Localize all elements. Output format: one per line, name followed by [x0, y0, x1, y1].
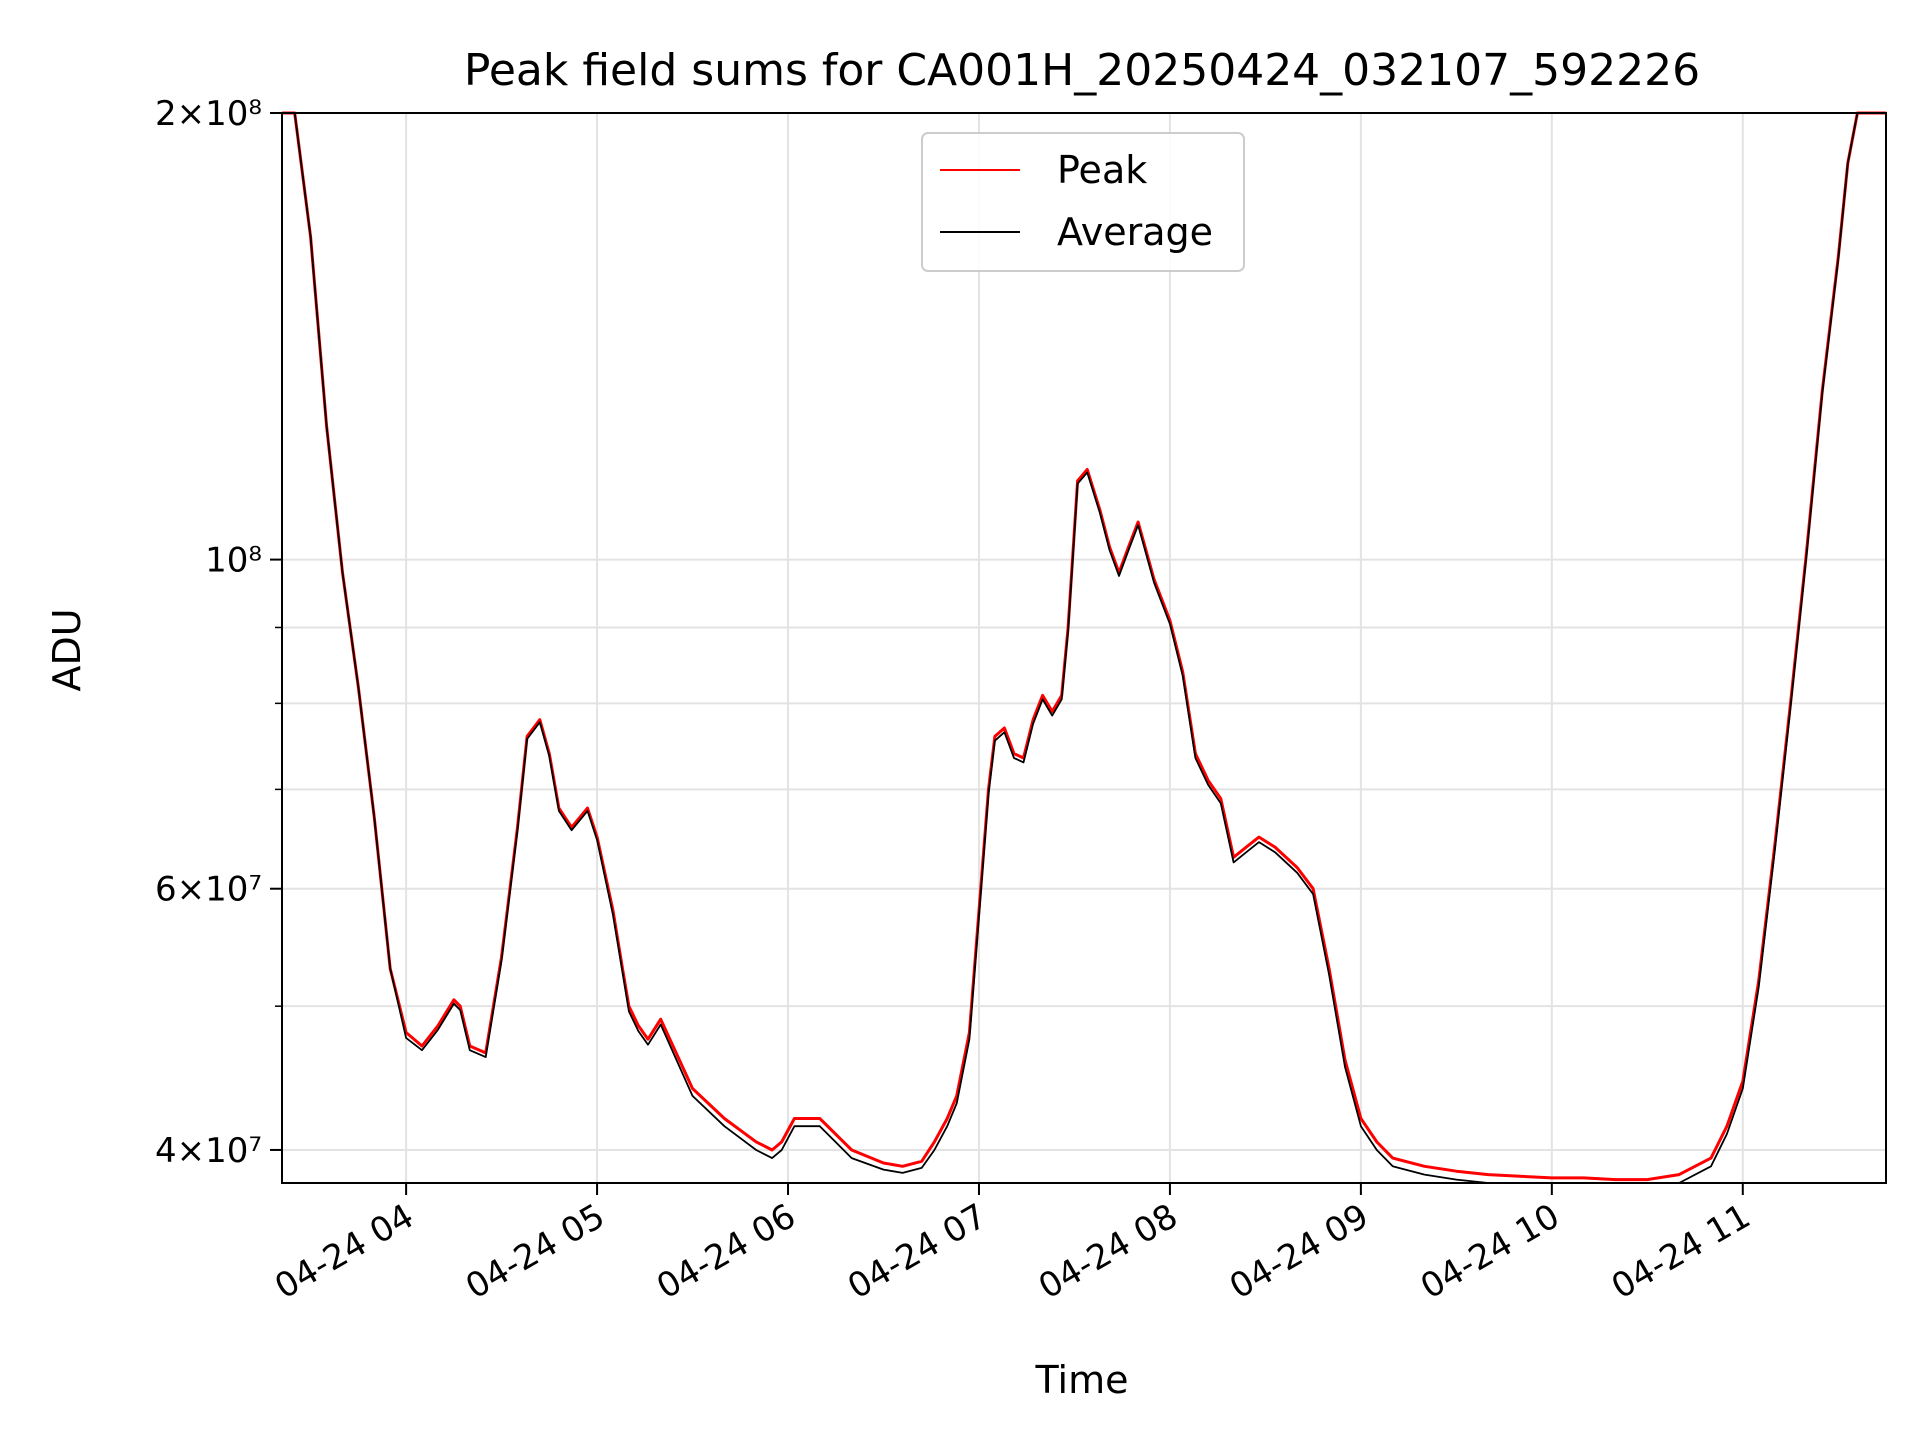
legend-label-peak: Peak	[1057, 148, 1147, 192]
legend-label-average: Average	[1057, 210, 1213, 254]
chart-title: Peak field sums for CA001H_20250424_0321…	[464, 45, 1700, 96]
legend: Peak Average	[921, 132, 1245, 272]
y-tick-label: 4×10⁷	[155, 1131, 262, 1171]
y-axis-label: ADU	[45, 608, 89, 691]
x-axis-label: Time	[1035, 1358, 1129, 1402]
y-tick-label: 10⁸	[205, 541, 262, 581]
legend-frame	[921, 132, 1245, 272]
y-tick-label: 6×10⁷	[155, 870, 262, 910]
grid	[282, 112, 1886, 1183]
y-tick-label: 2×10⁸	[155, 94, 262, 134]
plot-frame	[281, 112, 1887, 1184]
